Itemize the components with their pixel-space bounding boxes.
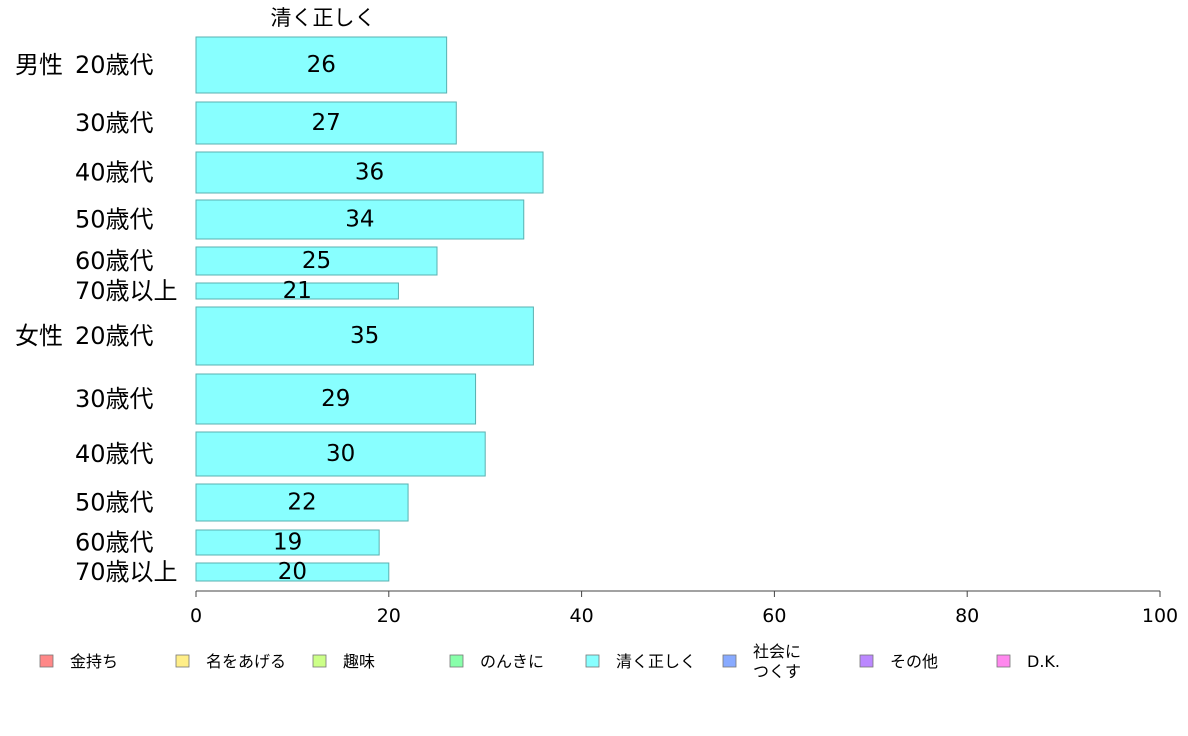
x-tick-label: 40 xyxy=(570,605,594,627)
bar-1-6 xyxy=(195,282,399,300)
chart-title: 清く正しく xyxy=(271,6,376,30)
bar-2-5 xyxy=(195,529,380,556)
legend-label: 名をあげる xyxy=(206,652,286,671)
legend-swatch xyxy=(585,654,600,668)
legend-label: 金持ち xyxy=(70,652,118,671)
bar-value-label: 22 xyxy=(287,490,316,516)
legend-label: 清く正しく xyxy=(616,652,696,671)
bar-2-6 xyxy=(195,562,390,582)
category-label: 60歳代 xyxy=(75,529,154,557)
legend-label: その他 xyxy=(890,652,938,671)
bar-1-2 xyxy=(195,101,457,145)
bar-value-label: 34 xyxy=(345,207,374,233)
legend-swatch xyxy=(39,654,54,668)
category-label: 70歳以上 xyxy=(75,277,178,305)
category-label: 50歳代 xyxy=(75,489,154,517)
bar-value-label: 29 xyxy=(321,386,350,412)
bar-value-label: 26 xyxy=(307,52,336,78)
legend-swatch xyxy=(449,654,464,668)
legend-swatch xyxy=(859,654,874,668)
bar-value-label: 30 xyxy=(326,441,355,467)
category-label: 30歳代 xyxy=(75,385,154,413)
bar-2-1 xyxy=(195,306,534,366)
bar-2-3 xyxy=(195,431,486,477)
bar-1-4 xyxy=(195,199,525,240)
legend-swatch xyxy=(175,654,190,668)
legend-label: D.K. xyxy=(1027,652,1060,671)
bar-1-5 xyxy=(195,246,438,276)
bar-value-label: 20 xyxy=(278,559,307,585)
bar-1-1 xyxy=(195,36,448,94)
legend-label: 社会につくす xyxy=(753,642,801,681)
bar-2-4 xyxy=(195,483,409,522)
legend-label: 趣味 xyxy=(343,652,375,671)
category-label: 30歳代 xyxy=(75,109,154,137)
category-label: 40歳代 xyxy=(75,159,154,187)
group-label: 男性 xyxy=(15,51,63,79)
group-label: 女性 xyxy=(15,322,63,350)
category-label: 20歳代 xyxy=(75,322,154,350)
bar-value-label: 19 xyxy=(273,530,302,556)
category-label: 40歳代 xyxy=(75,440,154,468)
bar-value-label: 36 xyxy=(355,160,384,186)
legend: 金持ち 名をあげる 趣味 のんきに 清く正しく 社会につくす その他 D.K. xyxy=(39,642,1060,681)
bars-layer: 2620歳代男性2730歳代3640歳代3450歳代2560歳代2170歳以上3… xyxy=(15,36,544,586)
x-tick-label: 20 xyxy=(377,605,401,627)
legend-swatch xyxy=(996,654,1011,668)
x-tick-label: 60 xyxy=(762,605,786,627)
legend-swatch xyxy=(312,654,327,668)
bar-2-2 xyxy=(195,373,477,425)
x-axis: 0 20 40 60 80 100 xyxy=(190,590,1178,627)
bar-value-label: 35 xyxy=(350,323,379,349)
x-tick-label: 80 xyxy=(955,605,979,627)
x-tick-label: 100 xyxy=(1142,605,1178,627)
category-label: 60歳代 xyxy=(75,247,154,275)
category-label: 70歳以上 xyxy=(75,558,178,586)
bar-1-3 xyxy=(195,151,544,194)
category-label: 20歳代 xyxy=(75,51,154,79)
category-label: 50歳代 xyxy=(75,206,154,234)
legend-swatch xyxy=(722,654,737,668)
legend-label: のんきに xyxy=(480,652,544,671)
x-tick-label: 0 xyxy=(190,605,202,627)
bar-value-label: 27 xyxy=(311,110,340,136)
bar-value-label: 21 xyxy=(283,278,312,304)
bar-value-label: 25 xyxy=(302,248,331,274)
